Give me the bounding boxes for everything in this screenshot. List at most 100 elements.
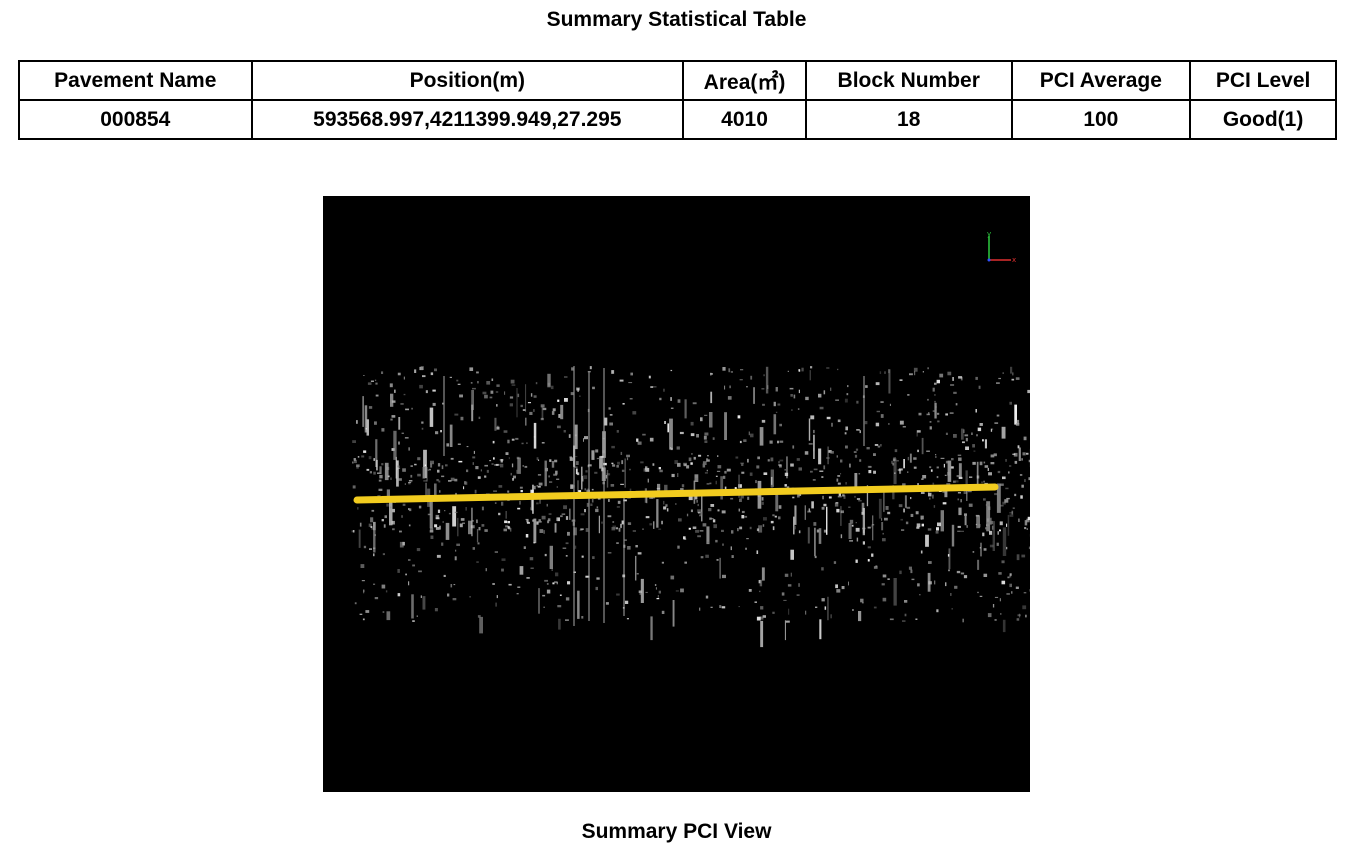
cloud-point: [620, 451, 623, 455]
cloud-point: [548, 475, 550, 478]
cloud-point: [670, 369, 673, 372]
cloud-point: [836, 508, 840, 513]
cloud-point: [420, 366, 424, 370]
cloud-point: [543, 530, 545, 534]
cloud-point: [612, 464, 616, 467]
cloud-point: [525, 384, 527, 412]
cloud-point: [721, 606, 726, 609]
cloud-point: [368, 406, 373, 409]
cloud-point: [437, 463, 441, 467]
cloud-point: [501, 568, 504, 572]
cloud-point: [722, 367, 726, 371]
column-header: Pavement Name: [18, 60, 253, 101]
cloud-point: [390, 477, 392, 480]
cloud-point: [510, 528, 512, 532]
cloud-point: [457, 383, 461, 385]
cloud-point: [709, 412, 713, 428]
cloud-point: [547, 518, 551, 522]
cloud-point: [416, 548, 421, 552]
cloud-point: [496, 463, 500, 466]
cloud-point: [1027, 389, 1030, 394]
cloud-point: [843, 495, 846, 499]
cloud-point: [739, 526, 743, 530]
cloud-point: [437, 469, 440, 473]
cloud-point: [706, 483, 710, 485]
cloud-point: [472, 456, 476, 459]
cloud-point: [962, 441, 965, 444]
cloud-point: [608, 407, 611, 410]
cloud-point: [1026, 452, 1029, 455]
cloud-point: [642, 433, 646, 436]
cloud-point: [845, 445, 848, 449]
cloud-point: [607, 552, 612, 554]
cloud-point: [1009, 512, 1013, 514]
point-cloud: [351, 366, 1030, 648]
cloud-point: [501, 558, 506, 561]
cloud-point: [620, 526, 622, 529]
cloud-point: [624, 458, 626, 488]
cloud-point: [791, 409, 793, 411]
cloud-point: [907, 471, 909, 473]
cloud-point: [818, 528, 822, 544]
cloud-point: [953, 480, 956, 483]
cloud-point: [373, 521, 376, 531]
cloud-point: [580, 513, 585, 516]
cloud-point: [393, 430, 397, 460]
cloud-point: [425, 390, 428, 394]
cloud-point: [521, 442, 524, 445]
cloud-point: [717, 465, 722, 469]
cloud-point: [987, 467, 989, 471]
cloud-point: [441, 465, 444, 470]
cloud-point: [903, 508, 905, 513]
cloud-point: [430, 460, 434, 465]
cloud-point: [525, 534, 529, 538]
cloud-point: [724, 385, 726, 390]
cloud-point: [382, 611, 385, 613]
cloud-point: [690, 421, 694, 426]
cloud-point: [788, 608, 790, 615]
cloud-point: [626, 618, 629, 620]
cloud-point: [436, 479, 439, 482]
cloud-point: [775, 411, 778, 413]
cloud-point: [929, 421, 932, 423]
cloud-point: [420, 595, 422, 598]
cloud-point: [901, 529, 905, 531]
cloud-point: [567, 581, 571, 585]
cloud-point: [561, 513, 566, 515]
cloud-point: [737, 415, 741, 419]
cloud-point: [681, 484, 685, 488]
cloud-point: [649, 523, 653, 526]
cloud-point: [371, 509, 375, 512]
cloud-point: [720, 496, 723, 500]
cloud-point: [821, 506, 825, 510]
cloud-point: [511, 384, 516, 386]
cloud-point: [583, 438, 584, 442]
cloud-point: [848, 506, 851, 508]
cloud-point: [365, 610, 370, 613]
cloud-point: [747, 496, 750, 500]
cloud-point: [552, 408, 556, 412]
cloud-point: [826, 416, 831, 420]
cloud-point: [501, 501, 504, 506]
cloud-point: [1022, 605, 1027, 610]
cloud-point: [838, 492, 841, 497]
axis-icon: y x: [987, 230, 1016, 264]
cloud-point: [460, 416, 464, 421]
cloud-point: [905, 521, 909, 525]
view-caption: Summary PCI View: [581, 820, 772, 843]
cloud-point: [659, 469, 663, 473]
cloud-point: [916, 526, 920, 529]
cloud-point: [919, 594, 921, 596]
cloud-point: [389, 383, 393, 388]
cloud-point: [949, 466, 954, 469]
cloud-point: [1015, 586, 1019, 589]
cloud-point: [763, 374, 765, 377]
cloud-point: [851, 524, 854, 527]
cloud-point: [399, 541, 404, 548]
cloud-point: [426, 467, 428, 482]
cloud-point: [403, 393, 406, 396]
cloud-point: [709, 482, 712, 485]
cloud-point: [565, 555, 568, 557]
cloud-point: [540, 417, 544, 421]
cloud-point: [929, 466, 932, 469]
